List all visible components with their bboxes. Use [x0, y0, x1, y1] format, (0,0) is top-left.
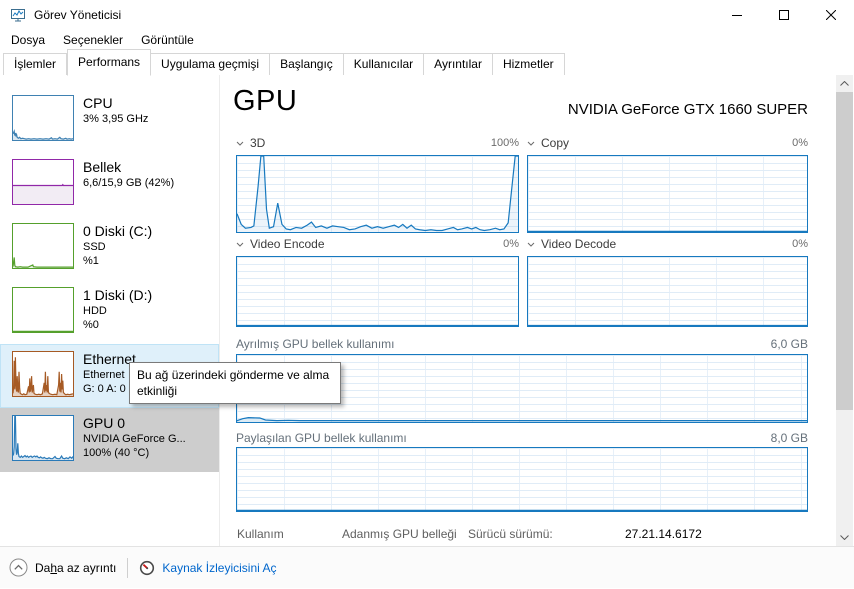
gpu-3d-chart — [236, 155, 519, 233]
menu-secenekler[interactable]: Seçenekler — [63, 32, 124, 47]
driver-version-value: 27.21.14.6172 — [625, 527, 702, 541]
chart-label: Copy — [541, 136, 570, 150]
vertical-scrollbar[interactable] — [836, 75, 853, 546]
ethernet-tooltip: Bu ağ üzerindeki gönderme ve alma etkinl… — [129, 362, 341, 404]
gpu-footer-stats: Kullanım Adanmış GPU belleği Sürücü sürü… — [228, 527, 810, 545]
stat-label-surucu-surumu: Sürücü sürümü: — [468, 527, 553, 541]
stat-label-adanmis-gpu-bellegi: Adanmış GPU belleği — [342, 527, 457, 541]
chart-label: Video Encode — [250, 237, 325, 251]
sidebar-item-detail: HDD — [83, 305, 107, 317]
sidebar-item-title: 0 Diski (C:) — [83, 223, 153, 239]
chart-value: 0% — [792, 137, 808, 149]
maximize-button[interactable] — [760, 0, 807, 30]
gpu-video-decode-chart — [527, 256, 808, 327]
chart-value: 8,0 GB — [770, 431, 808, 445]
chart-value: 100% — [490, 137, 519, 149]
sidebar-item-title: 1 Diski (D:) — [83, 287, 153, 303]
section-3d: 3D 100% — [236, 135, 519, 233]
sidebar-item-disk1[interactable]: 1 Diski (D:) HDD %0 — [0, 280, 219, 344]
chart-label: 3D — [250, 136, 266, 150]
tab-baslangic[interactable]: Başlangıç — [270, 53, 344, 75]
performance-pane: CPU 3% 3,95 GHz Bellek 6,6/15,9 GB (42%)… — [0, 75, 854, 546]
open-resource-monitor-link[interactable]: Kaynak İzleyicisini Aç — [139, 560, 276, 576]
stat-label-kullanim: Kullanım — [237, 527, 284, 541]
sidebar-item-title: Bellek — [83, 159, 122, 175]
gpu-mini-graph — [12, 415, 74, 461]
sidebar-item-detail: NVIDIA GeForce G... — [83, 433, 186, 445]
sidebar-item-detail: %0 — [83, 319, 99, 331]
sidebar-item-cpu[interactable]: CPU 3% 3,95 GHz — [0, 88, 219, 152]
chart-value: 0% — [503, 238, 519, 250]
scrollbar-thumb[interactable] — [836, 92, 853, 410]
sidebar-item-title: CPU — [83, 95, 113, 111]
menu-dosya[interactable]: Dosya — [11, 32, 46, 47]
sidebar-divider — [219, 75, 220, 546]
menu-goruntule[interactable]: Görüntüle — [141, 32, 194, 47]
cpu-mini-graph — [12, 95, 74, 141]
chart-label: Video Decode — [541, 237, 617, 251]
close-button[interactable] — [807, 0, 854, 30]
section-video-decode: Video Decode 0% — [527, 236, 808, 327]
window-title: Görev Yöneticisi — [34, 8, 122, 22]
tab-ayrintilar[interactable]: Ayrıntılar — [424, 53, 493, 75]
chart-value: 0% — [792, 238, 808, 250]
section-copy: Copy 0% — [527, 135, 808, 233]
gauge-icon — [139, 560, 155, 576]
sidebar-item-detail: SSD — [83, 241, 106, 253]
less-details-button[interactable]: Daha az ayrıntı — [9, 558, 116, 577]
minimize-button[interactable] — [713, 0, 760, 30]
sidebar-item-title: GPU 0 — [83, 415, 126, 431]
sidebar-item-detail: 3% 3,95 GHz — [83, 113, 149, 125]
sidebar-item-detail: Ethernet — [83, 369, 125, 381]
chevron-down-icon[interactable] — [236, 242, 244, 247]
resource-monitor-label: Kaynak İzleyicisini Aç — [162, 560, 277, 575]
sidebar-item-title: Ethernet — [83, 351, 136, 367]
task-manager-icon — [10, 7, 26, 23]
chart-value: 6,0 GB — [770, 337, 808, 351]
menu-bar: Dosya Seçenekler Görüntüle — [0, 30, 854, 49]
scroll-up-button[interactable] — [836, 75, 853, 92]
tab-uygulama-gecmisi[interactable]: Uygulama geçmişi — [151, 53, 271, 75]
sidebar-item-detail: %1 — [83, 255, 99, 267]
tab-hizmetler[interactable]: Hizmetler — [492, 53, 565, 75]
tab-islemler[interactable]: İşlemler — [3, 53, 68, 75]
sidebar-item-detail: G: 0 A: 0 — [83, 383, 126, 395]
section-video-encode: Video Encode 0% — [236, 236, 519, 327]
section-shared-memory: Paylaşılan GPU bellek kullanımı 8,0 GB — [236, 430, 808, 512]
tab-bar: İşlemler Performans Uygulama geçmişi Baş… — [0, 49, 854, 76]
gpu-video-encode-chart — [236, 256, 519, 327]
tab-performans[interactable]: Performans — [67, 49, 152, 76]
chevron-down-icon[interactable] — [527, 242, 535, 247]
chevron-down-icon[interactable] — [236, 141, 244, 146]
ethernet-mini-graph — [12, 351, 74, 397]
title-bar: Görev Yöneticisi — [0, 0, 854, 30]
chevron-up-circle-icon — [9, 558, 28, 577]
gpu-detail-pane: GPU NVIDIA GeForce GTX 1660 SUPER 3D 100… — [228, 75, 810, 546]
tab-kullanicilar[interactable]: Kullanıcılar — [343, 53, 425, 75]
sidebar-item-gpu0[interactable]: GPU 0 NVIDIA GeForce G... 100% (40 °C) — [0, 408, 219, 472]
disk0-mini-graph — [12, 223, 74, 269]
memory-mini-graph — [12, 159, 74, 205]
statusbar-separator — [127, 557, 129, 578]
sidebar-item-detail: 6,6/15,9 GB (42%) — [83, 177, 175, 189]
less-details-label: Da — [35, 560, 51, 575]
gpu-copy-chart — [527, 155, 808, 233]
chart-label: Paylaşılan GPU bellek kullanımı — [236, 431, 407, 445]
sidebar-item-detail: 100% (40 °C) — [83, 447, 150, 459]
disk1-mini-graph — [12, 287, 74, 333]
page-title: GPU — [233, 85, 298, 117]
chevron-down-icon[interactable] — [527, 141, 535, 146]
status-bar: Daha az ayrıntı Kaynak İzleyicisini Aç — [0, 546, 854, 588]
chart-label: Ayrılmış GPU bellek kullanımı — [236, 337, 395, 351]
sidebar-item-bellek[interactable]: Bellek 6,6/15,9 GB (42%) — [0, 152, 219, 216]
performance-sidebar: CPU 3% 3,95 GHz Bellek 6,6/15,9 GB (42%)… — [0, 75, 219, 546]
sidebar-item-disk0[interactable]: 0 Diski (C:) SSD %1 — [0, 216, 219, 280]
shared-gpu-memory-chart — [236, 447, 808, 512]
scroll-down-button[interactable] — [836, 529, 853, 546]
gpu-name: NVIDIA GeForce GTX 1660 SUPER — [567, 101, 808, 118]
